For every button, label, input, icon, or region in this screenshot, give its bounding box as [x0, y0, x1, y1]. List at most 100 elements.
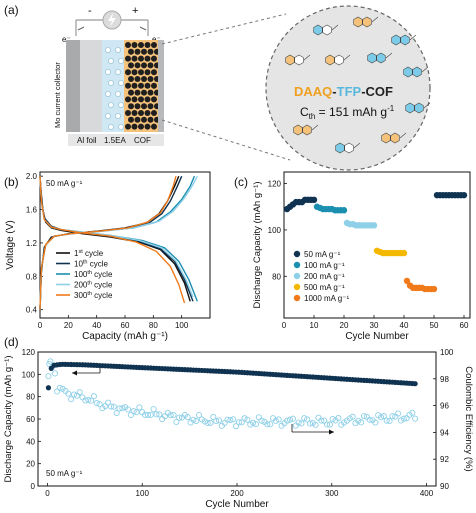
efficiency-point	[289, 415, 296, 422]
cof-particle	[131, 69, 138, 76]
x-tick-label: 60	[460, 321, 469, 330]
cof-particle	[138, 55, 144, 62]
ion-dot	[105, 91, 112, 98]
cof-particle	[125, 42, 131, 48]
cof-particle	[125, 110, 131, 116]
svg-text:+: +	[132, 5, 138, 17]
efficiency-point	[233, 423, 240, 430]
y-tick-label: 1.6	[26, 206, 38, 215]
cof-particle	[134, 76, 141, 82]
y-tick-label: 120	[268, 180, 282, 189]
efficiency-point	[230, 416, 237, 423]
efficiency-point	[287, 416, 294, 423]
cof-particle	[141, 89, 147, 96]
x-tick-label: 300	[325, 489, 339, 498]
efficiency-point	[207, 419, 214, 426]
legend-entry: 10th cycle	[74, 260, 109, 269]
cof-particle	[125, 96, 131, 103]
layer-label-cof: COF	[134, 136, 151, 145]
x-tick-label: 400	[420, 489, 434, 498]
efficiency-point	[366, 416, 373, 423]
legend-swatch	[293, 250, 301, 258]
efficiency-point	[235, 419, 242, 426]
ion-dot	[115, 69, 122, 76]
molecule-fragment	[285, 54, 311, 66]
efficiency-point	[93, 399, 100, 407]
chart-b-annotation: 50 mA g⁻¹	[46, 179, 83, 188]
cof-particle	[141, 62, 147, 69]
cof-particle	[147, 89, 154, 96]
ion-dot	[118, 124, 125, 131]
capacity-point	[45, 385, 52, 391]
y-tick-label: 1.2	[26, 239, 38, 248]
legend-entry: 100th cycle	[74, 270, 113, 279]
legend-swatch	[293, 261, 301, 269]
y-tick-label: 0.8	[26, 272, 38, 281]
efficiency-point	[306, 420, 314, 427]
x-tick-label: 40	[92, 321, 101, 330]
efficiency-point	[142, 411, 149, 418]
efficiency-point	[312, 421, 319, 428]
rate-point	[310, 196, 318, 204]
cof-particle	[138, 123, 144, 130]
axis-pointer-arrows	[72, 368, 334, 435]
efficiency-point	[68, 396, 75, 403]
efficiency-point	[272, 417, 279, 424]
circuit: - + e⁻ e⁻	[62, 5, 161, 44]
efficiency-point	[116, 405, 123, 412]
efficiency-point	[153, 411, 160, 418]
battery-cell: Mo current collector Al foil 1.5EA COF	[53, 40, 164, 146]
voltage-curve-charge	[39, 176, 177, 310]
efficiency-point	[190, 416, 197, 423]
molecule-fragment	[381, 132, 407, 144]
chart-d-ylabel: Discharge Capacity (mAh g⁻¹)	[3, 356, 14, 483]
efficiency-point	[252, 421, 260, 428]
chart-c-frame	[283, 171, 471, 319]
mo-current-collector	[66, 40, 80, 132]
cof-particle	[128, 62, 134, 69]
cof-particle	[125, 55, 131, 62]
efficiency-point	[380, 413, 387, 420]
efficiency-point	[136, 404, 143, 411]
cof-particle	[134, 103, 141, 110]
efficiency-point	[292, 422, 299, 429]
electrolyte-layer	[102, 40, 124, 132]
cof-particle	[131, 82, 138, 89]
efficiency-point	[70, 391, 78, 398]
ion-dot	[118, 102, 125, 109]
efficiency-point	[409, 409, 416, 416]
cof-particle	[147, 76, 154, 82]
efficiency-point	[107, 403, 115, 410]
efficiency-point	[130, 408, 137, 415]
molecule-fragment	[391, 34, 417, 46]
efficiency-point	[196, 412, 203, 419]
y-tick-label: 80	[272, 272, 281, 281]
chart-c-ylabel: Discharge Capacity (mAh g⁻¹)	[252, 182, 263, 309]
cof-particle	[134, 48, 141, 55]
efficiency-point	[156, 411, 163, 418]
efficiency-point	[170, 412, 177, 419]
ion-dot	[105, 113, 112, 120]
cof-particle	[128, 89, 134, 96]
efficiency-point	[335, 415, 342, 422]
cof-particle	[131, 96, 138, 103]
efficiency-point	[400, 415, 407, 422]
cof-particle	[138, 110, 144, 116]
rate-point	[403, 277, 411, 285]
efficiency-point	[85, 396, 92, 403]
ion-dot	[105, 69, 112, 76]
cof-particle	[134, 62, 141, 69]
molecule-fragment	[353, 16, 379, 28]
efficiency-point	[65, 390, 72, 397]
cof-particle	[138, 69, 144, 76]
efficiency-point	[215, 417, 223, 424]
efficiency-point	[119, 405, 126, 412]
efficiency-point	[110, 403, 117, 410]
ion-dot	[115, 47, 122, 54]
cof-particle	[151, 110, 157, 116]
efficiency-point	[124, 406, 132, 413]
efficiency-point	[298, 420, 305, 427]
x-tick-label: 50	[430, 321, 439, 330]
cof-particle	[128, 116, 134, 123]
molecule-fragment	[367, 52, 393, 64]
